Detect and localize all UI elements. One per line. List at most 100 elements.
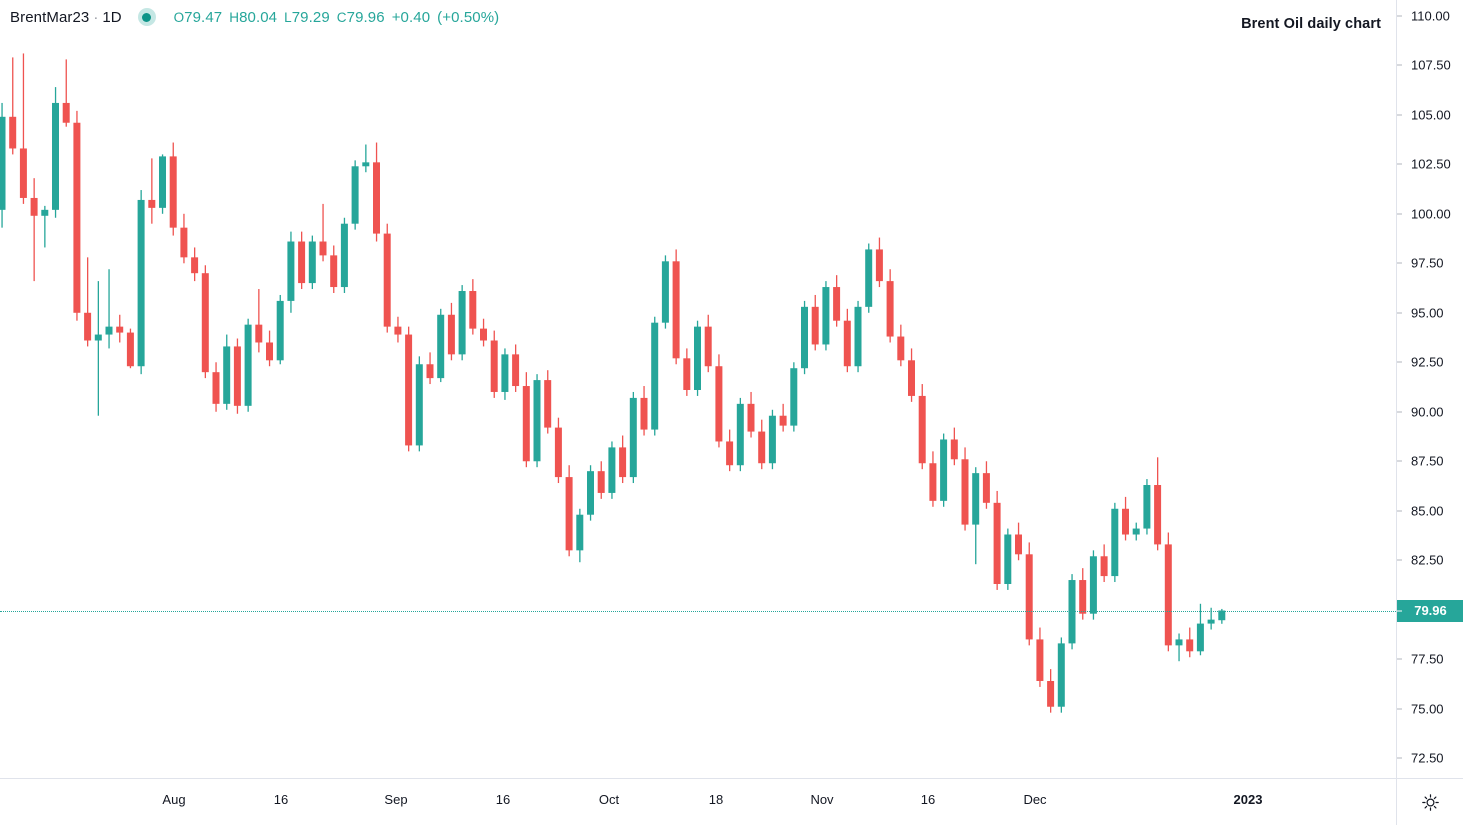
chart-plot-area[interactable] — [0, 0, 1396, 778]
candle-body — [201, 273, 209, 373]
legend-high: H80.04 — [229, 9, 277, 26]
legend-close-key: C — [336, 9, 347, 25]
time-tick-label: 16 — [273, 792, 289, 807]
legend-high-value: 80.04 — [239, 8, 278, 26]
candle-body — [1025, 554, 1033, 640]
candle-body — [1186, 639, 1194, 652]
candle-wick — [322, 203, 324, 262]
candle-body — [619, 447, 627, 478]
candle-body — [875, 249, 883, 282]
candle-body — [822, 287, 830, 345]
candle-body — [801, 306, 808, 369]
candle-body — [1122, 508, 1129, 535]
legend-close: C79.96 — [337, 9, 385, 26]
candle-body — [940, 439, 948, 501]
price-tick-label: 102.50 — [1411, 156, 1451, 172]
legend-low-key: L — [284, 9, 292, 25]
candle-body — [790, 368, 798, 426]
candle-body — [993, 502, 1001, 584]
candle-body — [886, 281, 894, 337]
candle-body — [330, 255, 338, 288]
candle-body — [1132, 528, 1140, 535]
candle-body — [950, 439, 958, 460]
candle-body — [1164, 544, 1172, 646]
candle-body — [961, 459, 969, 525]
candle-body — [576, 514, 584, 551]
price-tick-mark — [1397, 361, 1402, 363]
candle-body — [1047, 681, 1055, 707]
candle-body — [447, 314, 455, 355]
candle-wick — [12, 57, 14, 155]
legend-change: +0.40 — [391, 8, 431, 26]
candle-body — [1154, 485, 1162, 545]
time-tick-label: 2023 — [1233, 792, 1263, 807]
price-tick-mark — [1397, 559, 1402, 561]
candle-body — [351, 166, 359, 224]
sun-settings-icon[interactable] — [1421, 793, 1439, 811]
candle-body — [865, 249, 873, 307]
candle-body — [383, 233, 391, 327]
candle-body — [298, 241, 306, 284]
candle-body — [287, 241, 295, 301]
legend-low: L79.29 — [284, 9, 330, 26]
time-axis[interactable]: Aug 16 Sep 16 Oct 18 Nov 16 Dec 2023 — [0, 778, 1396, 825]
candle-body — [811, 306, 819, 345]
candle-body — [1004, 534, 1012, 584]
candle-wick — [87, 257, 89, 347]
time-tick-label: Aug — [162, 792, 186, 807]
price-tick-label: 107.50 — [1411, 57, 1451, 73]
candle-wick — [44, 205, 46, 248]
chart-legend[interactable]: BrentMar23 · 1D O79.47 H80.04 L79.29 C79.96… — [10, 6, 499, 28]
price-tick-label: 85.00 — [1411, 503, 1444, 519]
candle-body — [84, 312, 92, 341]
candle-body — [9, 116, 17, 149]
candle-body — [394, 326, 402, 335]
candle-body — [651, 322, 659, 430]
candle-body — [362, 162, 370, 167]
candle-body — [640, 397, 648, 430]
candle-body — [779, 415, 787, 426]
candle-body — [554, 427, 562, 478]
candle-body — [426, 364, 434, 379]
candle-body — [244, 324, 252, 406]
candle-body — [169, 156, 177, 228]
time-tick-label: Oct — [598, 792, 620, 807]
candle-body — [694, 326, 701, 390]
price-tick-mark — [1397, 163, 1402, 165]
candle-body — [180, 227, 188, 258]
candle-body — [255, 324, 263, 343]
candle-body — [833, 287, 841, 321]
price-tick-mark — [1397, 510, 1402, 512]
time-tick-label: 16 — [495, 792, 511, 807]
price-axis[interactable]: 79.96 110.00 107.50 105.00 102.50 100.00 97.5… — [1396, 0, 1463, 778]
candle-wick — [1178, 633, 1180, 662]
time-tick-label: 18 — [708, 792, 724, 807]
candle-body — [19, 148, 27, 198]
time-tick-label: Sep — [384, 792, 408, 807]
candle-body — [319, 241, 327, 256]
price-tick-mark — [1397, 262, 1402, 264]
candle-body — [223, 346, 231, 404]
legend-interval[interactable]: 1D — [102, 8, 122, 26]
teal-dot-icon — [134, 6, 160, 28]
candle-wick — [97, 281, 99, 416]
price-tick-mark — [1397, 312, 1402, 314]
time-tick-label: Nov — [810, 792, 834, 807]
legend-separator: · — [93, 8, 99, 26]
candle-wick — [151, 158, 153, 224]
candle-body — [672, 261, 680, 359]
candle-wick — [33, 178, 35, 282]
legend-symbol[interactable]: BrentMar23 — [10, 8, 90, 26]
candle-body — [480, 328, 487, 341]
teal-dot-core — [142, 12, 152, 22]
candle-body — [1068, 580, 1076, 644]
candle-body — [512, 354, 520, 387]
candle-body — [736, 403, 744, 466]
price-tick-label: 77.50 — [1411, 651, 1444, 667]
candle-body — [758, 431, 766, 464]
candle-body — [308, 241, 316, 284]
candle-body — [565, 477, 573, 551]
price-tick-mark — [1397, 757, 1402, 759]
price-tick-label: 105.00 — [1411, 107, 1451, 123]
candle-body — [405, 334, 413, 446]
